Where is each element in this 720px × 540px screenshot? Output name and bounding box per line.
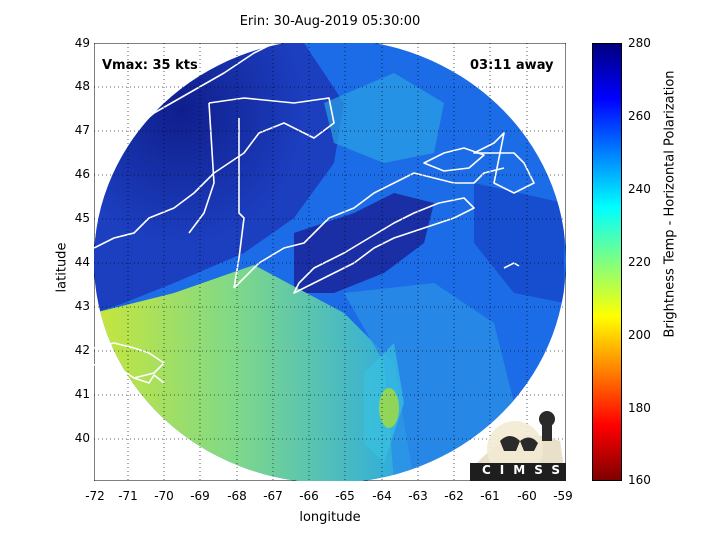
colorbar-tick: 160 bbox=[628, 473, 651, 487]
y-tick: 42 bbox=[74, 343, 90, 357]
colorbar bbox=[592, 43, 622, 481]
y-tick: 43 bbox=[74, 299, 90, 313]
map-title: Erin: 30-Aug-2019 05:30:00 bbox=[239, 14, 421, 29]
x-tick: -63 bbox=[408, 489, 428, 503]
x-tick: -64 bbox=[372, 489, 392, 503]
x-tick: -71 bbox=[118, 489, 138, 503]
y-tick: 40 bbox=[74, 431, 90, 445]
x-tick: -68 bbox=[227, 489, 247, 503]
colorbar-tick: 240 bbox=[628, 182, 651, 196]
colorbar-tick: 220 bbox=[628, 255, 651, 269]
y-tick: 47 bbox=[74, 123, 90, 137]
x-tick: -62 bbox=[444, 489, 464, 503]
colorbar-tick: 180 bbox=[628, 401, 651, 415]
cimss-logo bbox=[470, 411, 566, 481]
ocean-band bbox=[344, 283, 514, 481]
x-tick: -70 bbox=[154, 489, 174, 503]
x-tick: -61 bbox=[480, 489, 500, 503]
x-tick: -67 bbox=[263, 489, 283, 503]
x-tick: -59 bbox=[553, 489, 573, 503]
time-away-label: 03:11 away bbox=[470, 58, 554, 73]
y-tick: 49 bbox=[74, 36, 90, 50]
y-tick: 46 bbox=[74, 167, 90, 181]
x-tick: -60 bbox=[517, 489, 537, 503]
y-tick: 41 bbox=[74, 387, 90, 401]
warm-ocean-region bbox=[94, 265, 414, 481]
brightness-temp-field bbox=[94, 43, 566, 481]
vmax-label: Vmax: 35 kts bbox=[102, 58, 198, 73]
cold-nova-scotia bbox=[294, 193, 434, 293]
colorbar-label: Brightness Temp - Horizontal Polarizatio… bbox=[662, 70, 678, 338]
gulf-cyan bbox=[324, 73, 444, 163]
east-cold bbox=[474, 183, 564, 303]
x-tick: -65 bbox=[335, 489, 355, 503]
x-tick: -66 bbox=[299, 489, 319, 503]
grid bbox=[94, 43, 566, 481]
y-tick: 45 bbox=[74, 211, 90, 225]
warm-spot bbox=[379, 388, 399, 428]
colorbar-tick: 280 bbox=[628, 36, 651, 50]
x-axis-label: longitude bbox=[299, 510, 361, 525]
y-tick: 48 bbox=[74, 79, 90, 93]
coastlines bbox=[94, 43, 560, 384]
microwave-map bbox=[94, 43, 566, 481]
y-tick: 44 bbox=[74, 255, 90, 269]
colorbar-tick: 200 bbox=[628, 328, 651, 342]
colorbar-tick: 260 bbox=[628, 109, 651, 123]
x-tick: -72 bbox=[85, 489, 105, 503]
y-axis-label: latitude bbox=[54, 242, 70, 293]
logo-text: CIMSS bbox=[482, 463, 569, 477]
x-tick: -69 bbox=[190, 489, 210, 503]
